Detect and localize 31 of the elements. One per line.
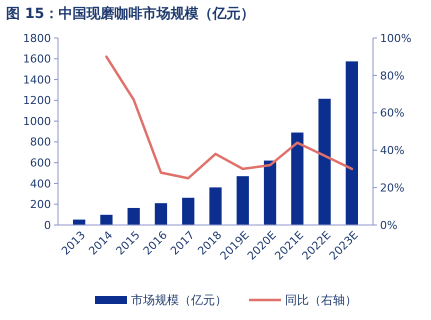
y-tick-label: 600	[30, 156, 51, 170]
bar	[209, 187, 222, 225]
y-tick-label: 1400	[23, 73, 51, 86]
bar	[100, 214, 113, 225]
y-tick-label: 200	[30, 198, 51, 212]
bar	[182, 198, 194, 225]
y2-tick-label: 60%	[380, 106, 404, 120]
legend-label: 市场规模（亿元）	[131, 293, 227, 308]
y2-tick-label: 100%	[380, 32, 412, 45]
bar	[154, 203, 168, 225]
y-tick-label: 1000	[23, 114, 51, 128]
y-tick-label: 1600	[23, 52, 51, 66]
y-tick-label: 1800	[23, 32, 51, 45]
y-tick-label: 800	[30, 136, 51, 149]
chart-title: 图 15：中国现磨咖啡市场规模（亿元）	[6, 5, 254, 22]
y-tick-label: 0	[44, 218, 51, 232]
y2-tick-label: 40%	[380, 144, 404, 158]
y2-tick-label: 20%	[380, 181, 404, 194]
bar	[236, 176, 249, 225]
bar	[346, 61, 358, 225]
legend-label: 同比（右轴）	[285, 293, 357, 308]
bar	[73, 220, 86, 225]
y2-tick-label: 80%	[380, 69, 404, 82]
y2-tick-label: 0%	[380, 218, 398, 232]
bar	[264, 160, 276, 225]
bar	[291, 132, 304, 225]
y-tick-label: 1200	[23, 94, 51, 108]
bar	[318, 98, 331, 225]
bar	[128, 208, 140, 225]
y-tick-label: 400	[30, 177, 51, 190]
line-series	[105, 55, 354, 180]
